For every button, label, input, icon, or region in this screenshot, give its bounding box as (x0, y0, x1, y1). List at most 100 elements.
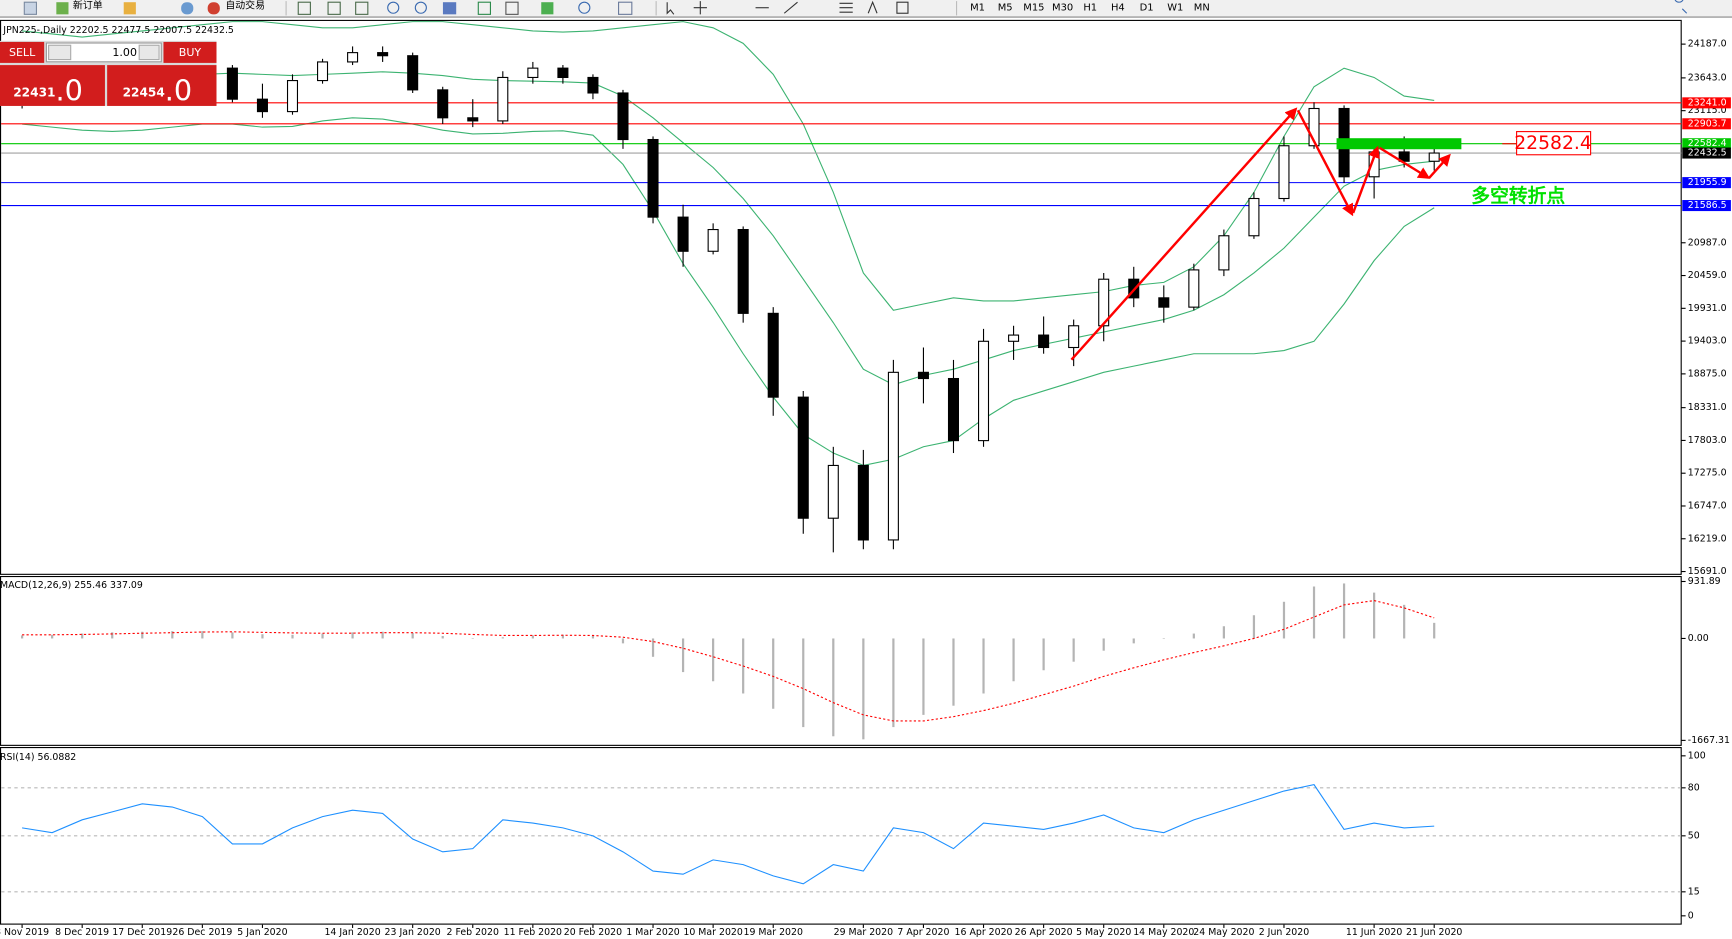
cursor-tool[interactable] (666, 2, 675, 15)
zoom-in[interactable] (387, 1, 400, 14)
volume-box[interactable] (45, 42, 162, 63)
candle-body (286, 80, 299, 113)
y-tick-label: 15691.0 (1688, 566, 1727, 577)
icon[interactable] (123, 2, 136, 15)
x-tick-label: 20 Feb 2020 (564, 927, 622, 938)
icon[interactable] (442, 2, 457, 15)
candle-body (617, 92, 629, 141)
icon[interactable] (505, 1, 519, 15)
plots: 24187.0 23643.0 23115.0 20987.0 20459.0 19931… (0, 21, 1731, 938)
timeframe-button[interactable]: W1 (1167, 3, 1183, 14)
x-tick-label: 8 Dec 2019 (55, 927, 109, 938)
candle-body (1038, 334, 1050, 349)
sell-button[interactable] (0, 41, 45, 63)
icon[interactable] (181, 2, 194, 15)
sell-label[interactable]: SELL (9, 46, 36, 59)
candle-body (857, 464, 869, 541)
macd-histogram (1102, 638, 1105, 651)
volume-up[interactable] (138, 44, 160, 61)
timeframe-button[interactable]: D1 (1140, 3, 1154, 14)
icon[interactable] (355, 1, 369, 15)
candle-body (887, 371, 899, 541)
macd-histogram (501, 637, 504, 639)
candle-body (467, 117, 479, 122)
timeframe-button[interactable]: M15 (1023, 3, 1044, 14)
fibo-tool[interactable] (839, 2, 853, 13)
level-label: 22582.4 (1688, 138, 1727, 149)
icon[interactable] (477, 1, 491, 15)
macd-histogram (892, 638, 895, 728)
icon[interactable] (23, 1, 38, 15)
annotation-note: 多空转折点 (1471, 184, 1565, 207)
candle-body (347, 52, 359, 63)
timeframe-button[interactable]: H4 (1111, 3, 1125, 14)
candle-body (917, 371, 929, 380)
icon[interactable] (541, 2, 554, 15)
macd-histogram (1433, 622, 1436, 639)
macd-histogram (681, 638, 685, 673)
icon[interactable] (207, 2, 220, 15)
highlight-bar (1336, 138, 1462, 150)
macd-histogram (1252, 615, 1256, 639)
candle-body (827, 464, 839, 519)
arrow (1428, 153, 1451, 179)
icon[interactable] (297, 1, 311, 15)
bid-big[interactable]: .0 (55, 74, 82, 108)
candle-body (1308, 107, 1320, 147)
ask-price[interactable]: 22454.0 (123, 74, 193, 108)
bid-small[interactable]: 22431 (13, 85, 55, 99)
y-tick-label: 24187.0 (1688, 39, 1727, 50)
x-tick-label: 26 Apr 2020 (1015, 927, 1073, 938)
volume-down[interactable] (48, 44, 72, 61)
volume-value[interactable]: 1.00 (112, 46, 137, 59)
auto-trading-button[interactable]: 自动交易 (225, 0, 265, 12)
bid-price[interactable]: 22431.0 (13, 74, 83, 108)
icon[interactable] (327, 1, 341, 15)
rsi-header: RSI(14) 56.0882 (0, 751, 76, 762)
macd-histogram (1222, 626, 1225, 639)
ask-box[interactable] (107, 65, 217, 106)
y-tick-label: 0.00 (1688, 633, 1709, 644)
timeframe-button[interactable]: M5 (998, 3, 1013, 14)
macd-panel-frame (0, 575, 1682, 746)
candle-body (1158, 297, 1170, 308)
candle-body (978, 340, 990, 442)
icon[interactable] (618, 1, 633, 15)
level-label-bg (1682, 138, 1731, 150)
new-order-button[interactable]: 新订单 (73, 0, 103, 12)
macd-histogram (832, 638, 835, 737)
macd-histogram (712, 638, 715, 682)
label-tool[interactable] (896, 1, 909, 14)
x-tick-label: 1 Mar 2020 (626, 927, 680, 938)
signal-value: 337.09 (110, 579, 143, 590)
timeframe-button[interactable]: M30 (1052, 3, 1073, 14)
text-tool[interactable] (867, 0, 878, 14)
search[interactable] (1674, 0, 1688, 14)
macd-histogram (862, 638, 865, 740)
last-price-label: 22432.5 (1688, 148, 1727, 159)
buy-label[interactable]: BUY (179, 46, 202, 59)
ask-big[interactable]: .0 (165, 74, 192, 108)
arrow (1070, 107, 1298, 361)
candle-body (497, 76, 509, 122)
buy-button[interactable] (163, 41, 217, 63)
timeframe-button[interactable]: MN (1194, 3, 1210, 14)
level-label: 21955.9 (1688, 177, 1727, 188)
timeframe-button[interactable]: H1 (1083, 3, 1097, 14)
macd-histogram (1282, 601, 1286, 639)
macd-histogram (802, 638, 805, 728)
macd-histogram (621, 638, 625, 644)
main-panel-frame (0, 19, 1682, 575)
bollinger-upper (22, 21, 1435, 311)
bid-box[interactable] (0, 65, 105, 106)
zoom-out[interactable] (414, 1, 427, 14)
icon[interactable] (56, 2, 69, 15)
trendline-tool[interactable] (783, 1, 798, 14)
crosshair-tool[interactable] (693, 1, 707, 15)
candle-body (437, 89, 449, 119)
ask-small[interactable]: 22454 (123, 85, 165, 99)
timeframe-button[interactable]: M1 (970, 3, 985, 14)
icon[interactable] (578, 1, 591, 14)
y-tick-label: 931.89 (1688, 576, 1721, 587)
